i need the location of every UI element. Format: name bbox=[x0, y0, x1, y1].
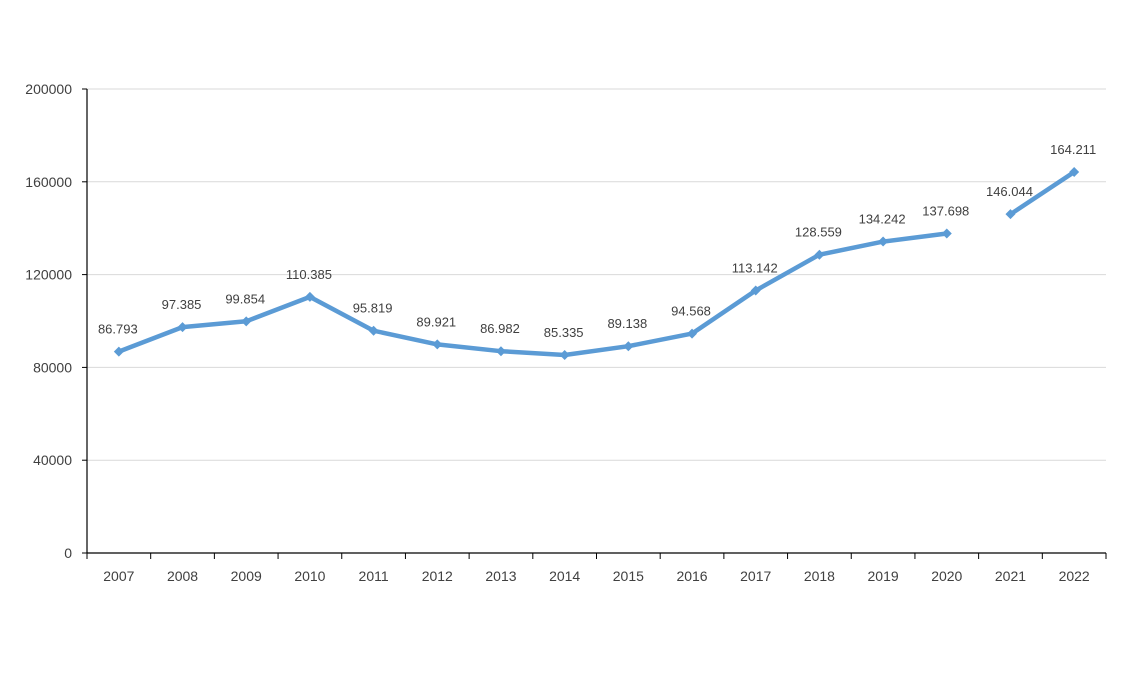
data-point-2009 bbox=[241, 316, 252, 327]
data-point-2010 bbox=[304, 291, 315, 302]
data-label-2012: 89.921 bbox=[416, 314, 456, 329]
x-tick-labels: 2007 2008 2009 2010 2011 2012 2013 2014 2015 2016… bbox=[103, 568, 1090, 584]
x-tick-label: 2014 bbox=[549, 568, 580, 584]
x-tick-label: 2007 bbox=[103, 568, 134, 584]
data-label-2018: 128.559 bbox=[795, 225, 842, 240]
gridlines bbox=[87, 88, 1106, 461]
data-label-2019: 134.242 bbox=[859, 212, 906, 227]
data-label-2020: 137.698 bbox=[922, 204, 969, 219]
x-tick-label: 2011 bbox=[359, 568, 389, 584]
x-tick-label: 2009 bbox=[231, 568, 262, 584]
data-point-2012 bbox=[432, 339, 443, 350]
series-line-segment-1 bbox=[116, 231, 950, 358]
data-markers bbox=[113, 167, 1080, 361]
data-label-2010: 110.385 bbox=[286, 267, 332, 282]
data-label-2014: 85.335 bbox=[544, 325, 584, 340]
x-tick-label: 2010 bbox=[294, 568, 325, 584]
data-label-2009: 99.854 bbox=[225, 291, 265, 306]
data-point-2011 bbox=[368, 325, 379, 336]
x-tick-label: 2022 bbox=[1059, 568, 1090, 584]
y-tick-labels: 0 40000 80000 120000 160000 200000 bbox=[25, 81, 72, 561]
x-tick-label: 2015 bbox=[613, 568, 644, 584]
axes bbox=[82, 88, 1107, 559]
data-label-2007: 86.793 bbox=[98, 322, 138, 337]
data-labels: 86.793 97.385 99.854 110.385 95.819 89.921 86.… bbox=[98, 142, 1096, 340]
data-label-2022: 164.211 bbox=[1050, 142, 1096, 157]
data-series bbox=[116, 169, 1077, 358]
data-point-2008 bbox=[177, 322, 188, 333]
data-label-2017: 113.142 bbox=[732, 261, 778, 276]
x-tick-label: 2012 bbox=[422, 568, 453, 584]
x-tick-label: 2021 bbox=[995, 568, 1026, 584]
x-tick-label: 2018 bbox=[804, 568, 835, 584]
data-point-2013 bbox=[495, 346, 506, 357]
x-tick-label: 2016 bbox=[676, 568, 707, 584]
data-label-2016: 94.568 bbox=[671, 304, 711, 319]
data-label-2011: 95.819 bbox=[353, 301, 393, 316]
data-point-2017 bbox=[750, 285, 761, 296]
x-tick-label: 2019 bbox=[868, 568, 899, 584]
data-label-2015: 89.138 bbox=[607, 316, 647, 331]
data-point-2021 bbox=[1005, 209, 1016, 220]
data-point-2018 bbox=[814, 249, 825, 260]
data-point-2015 bbox=[623, 341, 634, 352]
data-point-2014 bbox=[559, 350, 570, 361]
data-label-2008: 97.385 bbox=[162, 297, 202, 312]
x-tick-label: 2020 bbox=[931, 568, 962, 584]
series-line-segment-2 bbox=[1008, 169, 1077, 217]
y-tick-label: 80000 bbox=[33, 359, 72, 375]
data-point-2022 bbox=[1069, 167, 1080, 178]
x-tick-label: 2017 bbox=[740, 568, 771, 584]
data-point-2020 bbox=[941, 228, 952, 239]
data-point-2019 bbox=[878, 236, 889, 247]
y-tick-label: 120000 bbox=[25, 267, 72, 283]
data-point-2016 bbox=[687, 328, 698, 339]
data-label-2013: 86.982 bbox=[480, 321, 520, 336]
data-label-2021: 146.044 bbox=[986, 184, 1033, 199]
x-tick-label: 2013 bbox=[485, 568, 516, 584]
y-tick-label: 40000 bbox=[33, 452, 72, 468]
data-point-2007 bbox=[113, 346, 124, 357]
y-tick-label: 0 bbox=[64, 545, 72, 561]
y-tick-label: 200000 bbox=[25, 81, 72, 97]
x-tick-label: 2008 bbox=[167, 568, 198, 584]
y-tick-label: 160000 bbox=[25, 174, 72, 190]
